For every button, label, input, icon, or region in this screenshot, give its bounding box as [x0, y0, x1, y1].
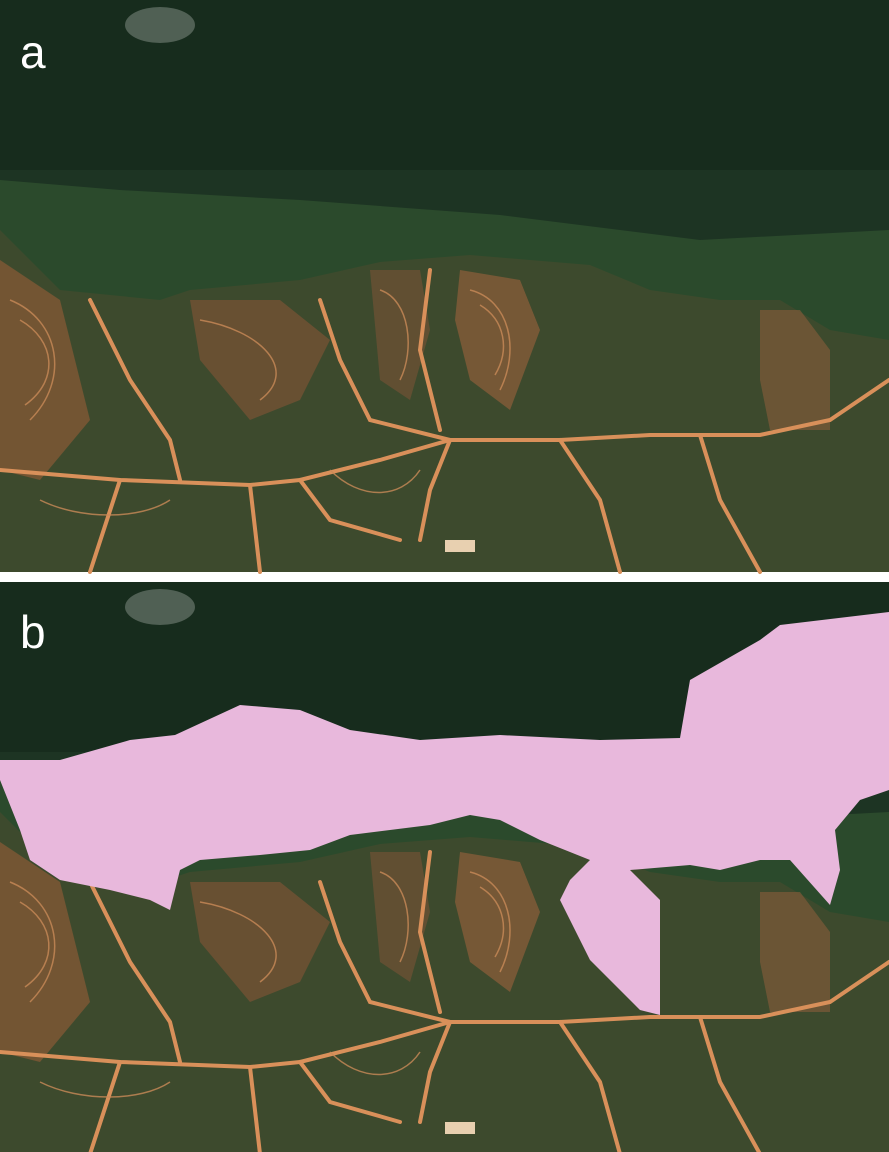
panel-label: b — [20, 606, 46, 658]
figure: a b — [0, 0, 889, 1152]
panel-label: a — [20, 26, 46, 78]
panel-b: b — [0, 582, 889, 1152]
panel-a: a — [0, 0, 889, 572]
